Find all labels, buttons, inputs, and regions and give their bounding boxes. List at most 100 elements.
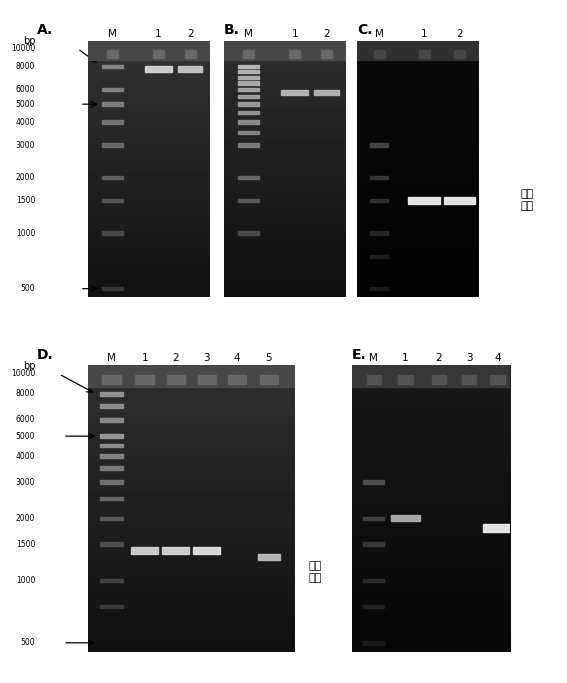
Bar: [100, 392, 123, 396]
Bar: [238, 232, 259, 235]
Bar: [102, 232, 122, 235]
Bar: [370, 199, 388, 202]
Text: D.: D.: [37, 348, 54, 361]
Bar: [431, 376, 446, 384]
Bar: [391, 516, 420, 521]
Bar: [238, 76, 259, 79]
Text: 1: 1: [402, 353, 409, 363]
Bar: [363, 480, 384, 484]
Bar: [238, 65, 259, 68]
Bar: [454, 50, 465, 57]
Bar: [238, 88, 259, 92]
Text: bp: bp: [23, 36, 35, 46]
Bar: [100, 466, 123, 470]
Bar: [88, 41, 210, 60]
Bar: [145, 66, 172, 72]
Text: 2000: 2000: [16, 514, 35, 523]
Bar: [100, 372, 123, 376]
Bar: [260, 376, 278, 384]
Bar: [370, 255, 388, 258]
Bar: [363, 579, 384, 583]
Bar: [419, 50, 430, 57]
Text: 1000: 1000: [16, 229, 35, 238]
Bar: [193, 547, 221, 554]
Text: 2: 2: [172, 353, 179, 363]
Bar: [238, 176, 259, 179]
Bar: [357, 41, 479, 60]
Bar: [370, 287, 388, 290]
Bar: [238, 95, 259, 98]
Text: 1: 1: [142, 353, 148, 363]
Bar: [314, 89, 338, 95]
Bar: [100, 604, 123, 609]
Text: 2: 2: [456, 29, 463, 39]
Text: 2: 2: [435, 353, 442, 363]
Bar: [238, 199, 259, 202]
Bar: [102, 120, 122, 124]
Text: 500: 500: [20, 284, 35, 293]
Text: 2: 2: [323, 29, 329, 39]
Text: 3000: 3000: [16, 141, 35, 150]
Bar: [363, 641, 384, 645]
Bar: [281, 89, 308, 95]
Text: 目的
基因: 目的 基因: [308, 561, 321, 583]
Bar: [352, 365, 510, 387]
Text: M: M: [108, 29, 117, 39]
Text: 4: 4: [234, 353, 240, 363]
Bar: [100, 382, 123, 385]
Bar: [107, 50, 118, 57]
Text: 6000: 6000: [16, 85, 35, 94]
Bar: [363, 516, 384, 520]
Bar: [257, 554, 280, 560]
Bar: [197, 376, 216, 384]
Bar: [224, 41, 346, 60]
Bar: [227, 376, 246, 384]
Bar: [100, 454, 123, 458]
Bar: [374, 50, 384, 57]
Bar: [102, 199, 122, 202]
Bar: [370, 176, 388, 179]
Bar: [367, 376, 381, 384]
Bar: [238, 143, 259, 147]
Bar: [370, 232, 388, 235]
Bar: [102, 88, 122, 92]
Bar: [102, 143, 122, 147]
Text: 500: 500: [20, 639, 35, 647]
Bar: [102, 176, 122, 179]
Bar: [100, 418, 123, 421]
Text: 4000: 4000: [16, 117, 35, 126]
Bar: [100, 579, 123, 583]
Text: E.: E.: [352, 348, 366, 361]
Bar: [100, 404, 123, 408]
Bar: [444, 197, 476, 204]
Bar: [483, 524, 512, 531]
Text: 5000: 5000: [16, 100, 35, 109]
Bar: [238, 120, 259, 124]
Bar: [321, 50, 332, 57]
Bar: [100, 516, 123, 520]
Bar: [136, 376, 154, 384]
Text: 2000: 2000: [16, 173, 35, 182]
Text: 1000: 1000: [16, 576, 35, 585]
Text: 2: 2: [187, 29, 193, 39]
Bar: [238, 131, 259, 135]
Bar: [102, 287, 122, 290]
Bar: [103, 376, 121, 384]
Text: 8000: 8000: [16, 62, 35, 71]
Bar: [363, 542, 384, 546]
Bar: [238, 81, 259, 85]
Text: 5000: 5000: [16, 432, 35, 441]
Bar: [238, 111, 259, 114]
Text: 5: 5: [266, 353, 272, 363]
Bar: [490, 376, 505, 384]
Bar: [399, 376, 413, 384]
Bar: [102, 47, 122, 51]
Text: 10000: 10000: [11, 370, 35, 378]
Text: B.: B.: [224, 23, 240, 37]
Bar: [102, 102, 122, 106]
Bar: [100, 542, 123, 546]
Text: 3: 3: [204, 353, 210, 363]
Text: 1: 1: [291, 29, 298, 39]
Bar: [370, 143, 388, 147]
Text: M: M: [244, 29, 253, 39]
